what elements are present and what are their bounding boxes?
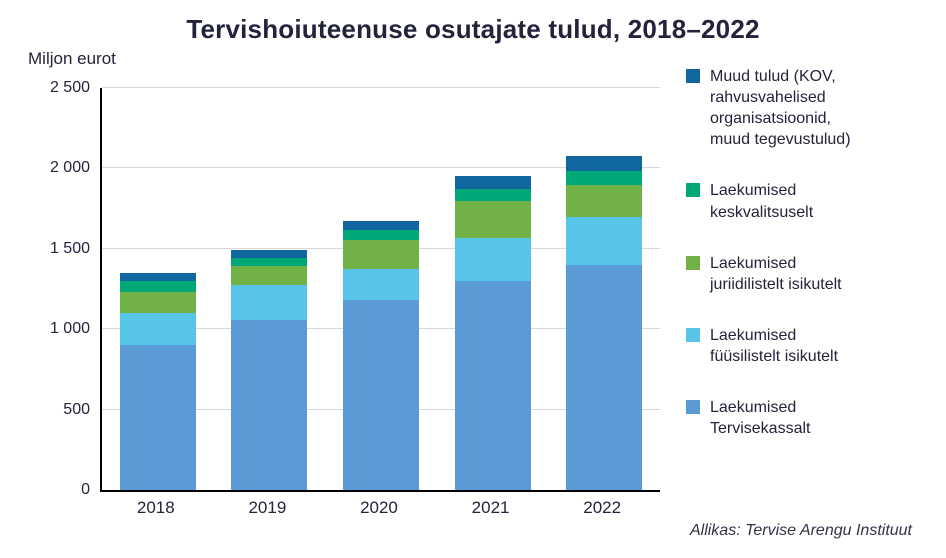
bar-segment (342, 239, 419, 269)
x-axis-tick-labels: 2018 2019 2020 2021 2022 (100, 498, 658, 518)
bar-slot (214, 88, 326, 490)
gridline (102, 167, 660, 169)
bar-segment (231, 319, 308, 490)
gridline (102, 87, 660, 88)
y-tick-label: 500 (63, 400, 90, 418)
legend-label: Laekumised juriidilistelt isikutelt (710, 254, 842, 293)
y-axis-tick-labels: 0 500 1 000 1 500 2 000 2 500 (18, 79, 90, 498)
stacked-bar-2021 (454, 88, 531, 490)
legend-label: Laekumised Tervisekassalt (710, 399, 811, 438)
x-tick-label: 2021 (471, 498, 510, 517)
legend-item: Laekumised keskvalitsuselt (686, 180, 920, 222)
bar-segment (342, 220, 419, 231)
bar-segment (454, 189, 531, 202)
bar-segment (454, 176, 531, 190)
bar-slot (548, 88, 660, 490)
bar-segment (231, 285, 308, 320)
legend-label: Laekumised füüsilistelt isikutelt (710, 326, 839, 365)
bar-segment (342, 230, 419, 240)
stacked-bar-2019 (231, 88, 308, 490)
legend-swatch-icon (686, 255, 700, 270)
bar-segment (566, 170, 643, 186)
bar-segment (119, 313, 196, 346)
legend-item: Laekumised juriidilistelt isikutelt (686, 253, 920, 295)
bar-segment (454, 280, 531, 490)
bar-segment (119, 272, 196, 281)
legend-swatch-icon (686, 327, 700, 342)
bar-segment (119, 345, 196, 490)
legend-item: Laekumised füüsilistelt isikutelt (686, 325, 920, 367)
y-axis-unit-label: Miljon eurot (28, 49, 116, 68)
x-tick-label: 2022 (583, 498, 622, 517)
y-tick-label: 0 (81, 481, 90, 498)
y-tick-label: 2 000 (49, 159, 90, 177)
bar-segment (454, 238, 531, 281)
bar-segment (119, 280, 196, 293)
plot-area (100, 87, 660, 492)
legend-swatch-icon (686, 183, 700, 198)
x-tick-label: 2019 (248, 498, 287, 517)
legend-item: Laekumised Tervisekassalt (686, 397, 920, 439)
bar-segment (566, 185, 643, 217)
chart-title: Tervishoiuteenuse osutajate tulud, 2018–… (186, 14, 760, 44)
x-tick-label: 2018 (136, 498, 175, 517)
bar-slot (325, 88, 437, 490)
bar-segment (231, 250, 308, 258)
stacked-bar-2022 (566, 88, 643, 490)
legend-label: Muud tulud (KOV, rahvusvahelised organis… (710, 68, 851, 149)
source-note: Allikas: Tervise Arengu Instituut (689, 522, 912, 539)
legend-label: Laekumised keskvalitsuselt (710, 182, 814, 221)
y-tick-label: 1 500 (49, 239, 90, 257)
bar-segment (231, 257, 308, 266)
bar-segment (566, 155, 643, 171)
bar-segment (566, 216, 643, 265)
bar-segment (454, 201, 531, 239)
bar-slot (102, 88, 214, 490)
bars-layer (102, 88, 660, 490)
legend-swatch-icon (686, 69, 700, 83)
bar-segment (231, 265, 308, 285)
bar-segment (566, 264, 643, 490)
legend: Muud tulud (KOV, rahvusvahelised organis… (686, 66, 920, 439)
legend-swatch-icon (686, 400, 700, 415)
x-tick-label: 2020 (360, 498, 398, 517)
bar-slot (437, 88, 549, 490)
y-tick-label: 2 500 (49, 79, 90, 96)
y-tick-label: 1 000 (49, 320, 90, 338)
bar-segment (342, 268, 419, 301)
stacked-bar-2020 (342, 88, 419, 490)
stacked-bar-2018 (119, 88, 196, 490)
legend-item: Muud tulud (KOV, rahvusvahelised organis… (686, 66, 920, 150)
bar-segment (119, 292, 196, 314)
bar-segment (342, 300, 419, 490)
